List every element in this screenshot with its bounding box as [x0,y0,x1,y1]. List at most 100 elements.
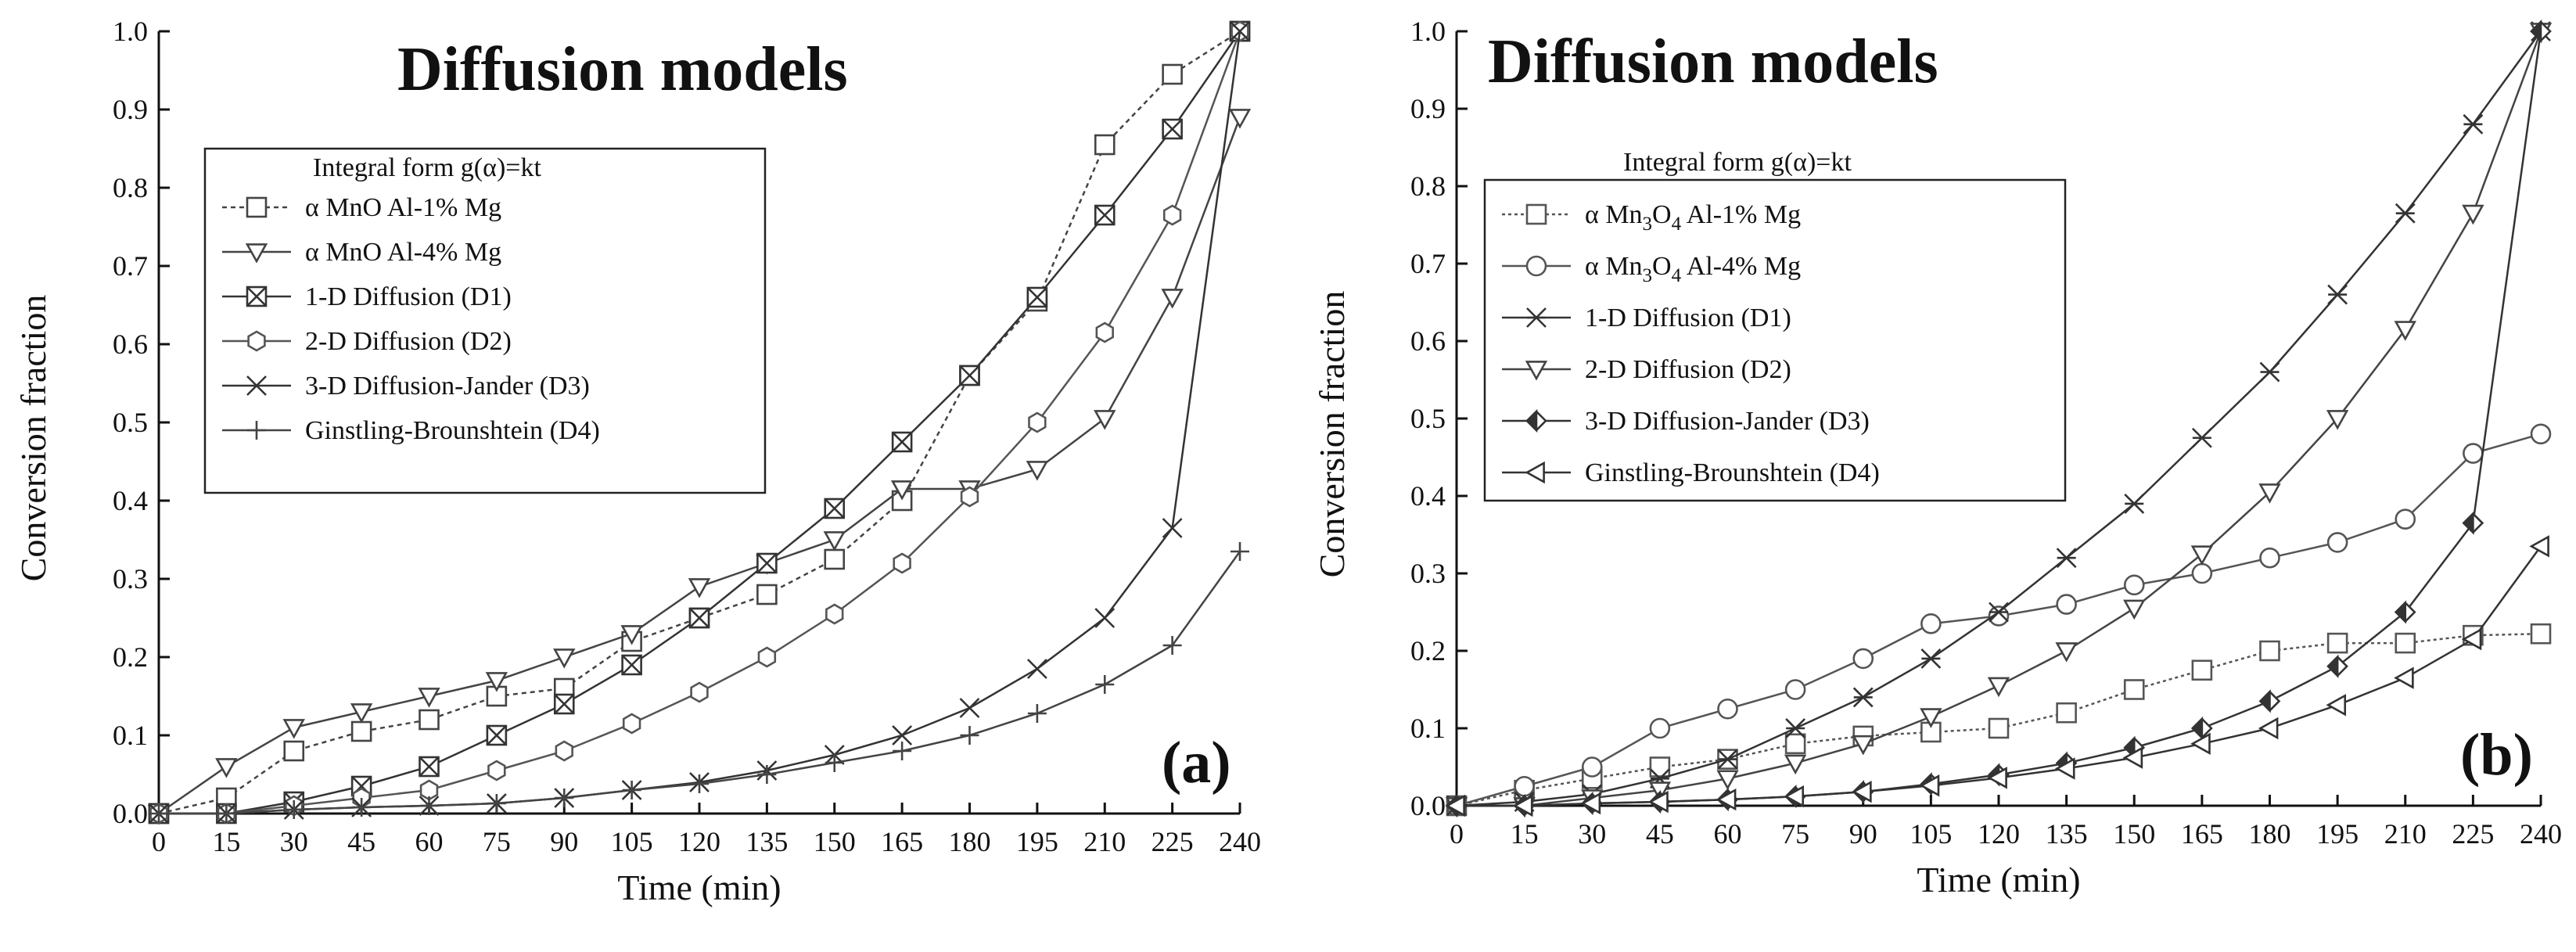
data-point [419,756,440,778]
data-point [823,531,846,551]
data-point [622,781,641,799]
data-point [2191,562,2213,584]
data-point [622,713,641,735]
data-point [825,753,844,772]
x-tick-label: 30 [1578,818,1606,850]
data-point [891,431,913,453]
legend-label: α Mn3O4 Al-4% Mg [1585,252,1801,286]
data-point-shape [1987,767,2007,789]
y-tick-label: 0.3 [1410,558,1446,589]
data-point [1162,204,1182,226]
data-point [2123,574,2145,596]
data-point-shape [2461,627,2482,651]
data-point [149,804,168,823]
legend-marker-fill [1525,408,1538,433]
legend-marker [247,421,266,440]
data-point-shape [2190,545,2214,566]
data-point-stroke [1094,608,1116,628]
data-point-shape [1028,411,1047,433]
data-point [1581,756,1603,778]
data-point [960,486,979,508]
data-point-stroke [1230,21,1250,41]
legend-marker [1525,203,1547,225]
legend-entry: 2-D Diffusion (D2) [222,327,512,356]
data-point [2056,702,2077,724]
data-point [959,365,980,386]
data-point-shape [1784,733,1806,755]
data-point-shape [620,625,643,645]
data-point [1028,411,1047,433]
data-point [757,646,777,668]
data-point [2122,746,2143,769]
data-point-shape [2326,410,2349,430]
data-point [352,798,372,817]
data-point-shape [1095,322,1114,343]
data-point [1230,21,1250,41]
data-point-shape [1716,788,1737,811]
data-point [1514,775,1535,797]
data-point [2530,623,2552,645]
data-point [1094,204,1116,226]
data-point [486,724,508,746]
data-point-shape [1581,756,1603,778]
data-point [2190,732,2211,756]
x-tick-label: 165 [2181,818,2223,850]
panel-b: 0.0 0.1 0.2 0.3 0.4 0.5 0.6 0.7 0.8 0.9 1.0 0 15 30 45… [1312,16,2562,900]
legend-marker [1525,408,1547,433]
data-point-shape [2123,599,2146,620]
data-point [2259,640,2280,662]
data-point-shape [350,720,372,742]
data-point-shape [1228,109,1252,129]
data-point [1717,749,1738,770]
legend-marker-shape [247,330,266,352]
data-point [419,709,440,731]
data-point [1784,785,1805,808]
data-point [284,800,304,819]
data-point-shape [1988,717,2010,739]
x-tick-label: 60 [1714,818,1742,850]
data-point-shape [2259,640,2280,662]
data-point [2327,284,2348,305]
data-point [890,480,914,501]
data-point [824,548,846,570]
y-axis-title: Conversion fraction [1312,291,1352,578]
data-point [1512,794,1533,817]
series-6 [1445,535,2549,817]
data-point-stroke [1026,287,1047,307]
data-point [1026,461,1049,481]
data-point-shape [2190,732,2211,756]
data-point-fill [2191,716,2204,741]
legend-entry: 1-D Diffusion (D1) [1502,304,1791,332]
data-point-shape [1162,63,1183,85]
data-point-shape [1716,770,1739,791]
legend-marker [245,243,268,264]
legend-label: Ginstling-Brounshtein (D4) [305,416,600,445]
data-point [1784,733,1806,755]
data-point [350,720,372,742]
data-point [217,804,236,823]
series-line [1456,632,2542,807]
data-point-stroke [756,553,778,573]
data-point-shape [350,703,373,724]
data-point-fill [2258,689,2271,713]
x-tick-label: 0 [1450,818,1464,850]
x-tick-label: 180 [2249,818,2291,850]
y-tick-label: 0.7 [113,250,148,282]
data-point [350,703,373,724]
data-point [893,552,911,574]
data-point-stroke [1162,119,1183,139]
data-point [1648,790,1669,814]
data-point-shape [1852,648,1874,670]
data-point-shape [2056,702,2077,724]
data-point-shape [1987,677,2010,698]
data-point-shape [2055,642,2078,663]
data-point [1920,708,1942,728]
data-point-shape [2326,632,2348,654]
data-point [1094,410,1116,430]
legend-entry: 1-D Diffusion (D1) [222,282,512,311]
x-tick-label: 195 [1016,826,1058,857]
data-point-shape [2259,547,2280,569]
chart-title: Diffusion models [397,35,848,104]
legend-label: 3-D Diffusion-Jander (D3) [305,372,590,401]
data-point [1094,608,1116,628]
